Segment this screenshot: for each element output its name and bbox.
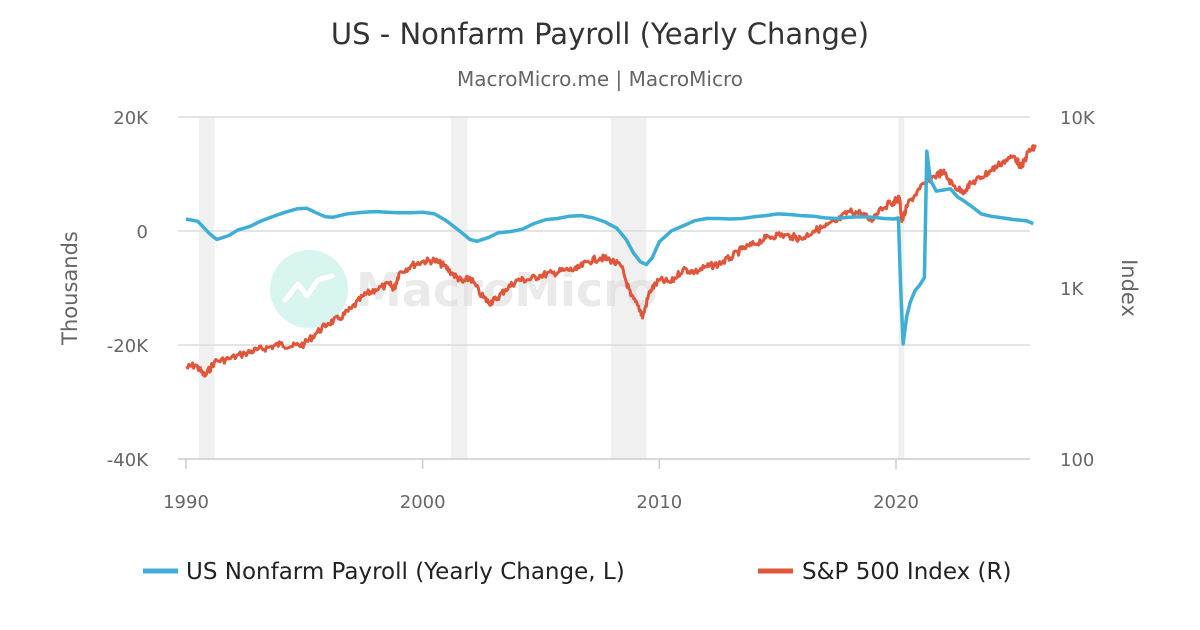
left-axis-ticks: 20K 0 -20K -40K — [107, 108, 149, 471]
chart-title: US - Nonfarm Payroll (Yearly Change) — [331, 17, 869, 51]
legend-label-sp500: S&P 500 Index (R) — [802, 559, 1011, 585]
right-axis-ticks: 10K 1K 100 — [1060, 108, 1096, 471]
right-tick-label: 1K — [1060, 279, 1084, 300]
x-axis-ticks: 1990 2000 2010 2020 — [163, 459, 919, 513]
left-tick-label: 0 — [137, 222, 148, 243]
series-sp500-line[interactable] — [185, 144, 1037, 378]
chart-subtitle: MacroMicro.me | MacroMicro — [457, 67, 743, 91]
legend-label-payroll: US Nonfarm Payroll (Yearly Change, L) — [186, 559, 625, 585]
watermark-logo-mark-icon — [282, 273, 335, 303]
right-axis-title: Index — [1117, 259, 1141, 317]
left-tick-label: 20K — [113, 108, 149, 129]
left-tick-label: -40K — [107, 450, 149, 471]
left-tick-label: -20K — [107, 336, 149, 357]
x-tick-label: 2020 — [873, 492, 919, 513]
right-tick-label: 10K — [1060, 108, 1096, 129]
series-payroll-line[interactable] — [185, 149, 1034, 346]
legend: US Nonfarm Payroll (Yearly Change, L) S&… — [143, 559, 1011, 585]
legend-item-payroll[interactable]: US Nonfarm Payroll (Yearly Change, L) — [143, 559, 625, 585]
x-tick-label: 1990 — [163, 492, 209, 513]
x-tick-label: 2010 — [636, 492, 682, 513]
legend-item-sp500[interactable]: S&P 500 Index (R) — [758, 559, 1011, 585]
right-tick-label: 100 — [1060, 450, 1094, 471]
x-tick-label: 2000 — [400, 492, 446, 513]
recession-band-1 — [451, 117, 468, 459]
gridlines — [178, 116, 1030, 346]
recession-band-0 — [199, 117, 215, 459]
left-axis-title: Thousands — [58, 231, 82, 346]
